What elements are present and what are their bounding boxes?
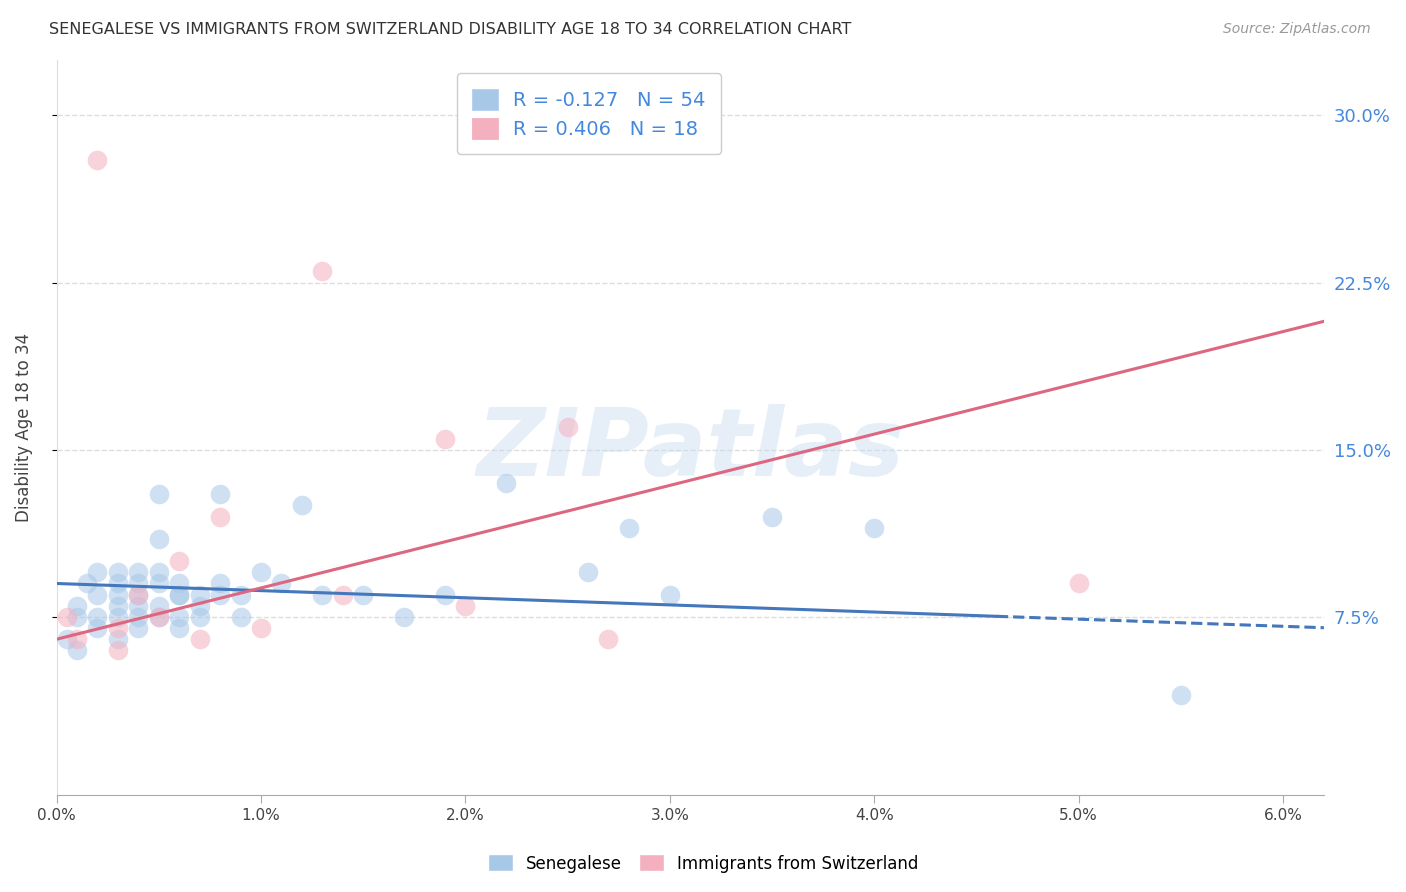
Point (332, 588, 354, 602)
Point (1170, 688, 1192, 702)
Point (127, 621, 149, 635)
Point (229, 610, 252, 624)
Point (148, 576, 170, 591)
Point (188, 588, 211, 602)
Point (107, 576, 129, 591)
Point (127, 599, 149, 613)
Point (66, 632, 89, 647)
Point (1067, 576, 1090, 591)
Point (761, 509, 783, 524)
Point (557, 420, 579, 434)
Point (86, 153, 108, 167)
Point (56, 632, 79, 647)
Point (209, 588, 232, 602)
Text: SENEGALESE VS IMMIGRANTS FROM SWITZERLAND DISABILITY AGE 18 TO 34 CORRELATION CH: SENEGALESE VS IMMIGRANTS FROM SWITZERLAN… (49, 22, 852, 37)
Point (311, 264, 333, 278)
Point (167, 576, 190, 591)
Point (250, 621, 273, 635)
Point (617, 521, 640, 535)
Point (433, 432, 456, 446)
Point (56, 610, 79, 624)
Point (148, 532, 170, 546)
Legend: Senegalese, Immigrants from Switzerland: Senegalese, Immigrants from Switzerland (481, 847, 925, 880)
Point (66, 599, 89, 613)
Text: ZIPatlas: ZIPatlas (477, 403, 904, 496)
Point (86, 610, 108, 624)
Point (598, 632, 620, 647)
Point (209, 509, 232, 524)
Point (86, 621, 108, 635)
Point (86, 566, 108, 580)
Point (167, 588, 190, 602)
Point (127, 588, 149, 602)
Point (188, 610, 211, 624)
Legend: R = -0.127   N = 54, R = 0.406   N = 18: R = -0.127 N = 54, R = 0.406 N = 18 (457, 73, 721, 154)
Y-axis label: Disability Age 18 to 34: Disability Age 18 to 34 (15, 333, 32, 522)
Point (209, 487, 232, 501)
Point (392, 610, 415, 624)
Point (863, 521, 886, 535)
Point (352, 588, 374, 602)
Point (148, 610, 170, 624)
Point (188, 599, 211, 613)
Point (167, 588, 190, 602)
Point (107, 599, 129, 613)
Point (76, 576, 98, 591)
Point (188, 632, 211, 647)
Point (127, 588, 149, 602)
Point (167, 554, 190, 568)
Point (127, 610, 149, 624)
Point (107, 566, 129, 580)
Point (291, 499, 314, 513)
Point (270, 576, 292, 591)
Point (495, 476, 517, 491)
Point (658, 588, 681, 602)
Point (127, 576, 149, 591)
Point (127, 566, 149, 580)
Point (148, 610, 170, 624)
Point (148, 566, 170, 580)
Point (209, 576, 232, 591)
Point (66, 643, 89, 657)
Point (107, 621, 129, 635)
Point (250, 566, 273, 580)
Point (433, 588, 456, 602)
Point (576, 566, 599, 580)
Point (107, 588, 129, 602)
Point (229, 588, 252, 602)
Point (86, 588, 108, 602)
Point (107, 643, 129, 657)
Point (311, 588, 333, 602)
Point (454, 599, 477, 613)
Point (107, 632, 129, 647)
Point (167, 610, 190, 624)
Point (167, 621, 190, 635)
Text: Source: ZipAtlas.com: Source: ZipAtlas.com (1223, 22, 1371, 37)
Point (148, 599, 170, 613)
Point (66, 610, 89, 624)
Point (107, 610, 129, 624)
Point (148, 487, 170, 501)
